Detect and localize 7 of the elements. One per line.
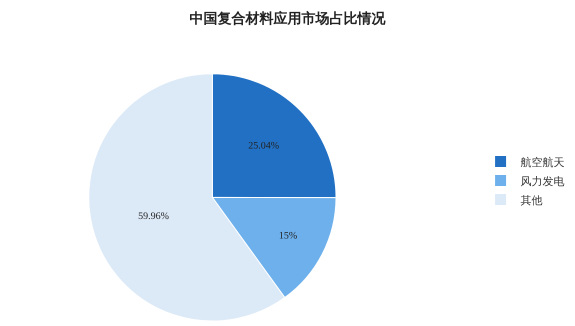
legend-label: 风力发电: [520, 174, 565, 188]
legend-label: 其他: [520, 194, 543, 207]
data-label: 25.04%: [248, 140, 280, 152]
data-label: 59.96%: [138, 210, 169, 222]
legend-label: 航空航天: [520, 156, 565, 169]
chart-title: 中国复合材料应用市场占比情况: [190, 10, 386, 27]
data-label: 15%: [278, 230, 298, 242]
